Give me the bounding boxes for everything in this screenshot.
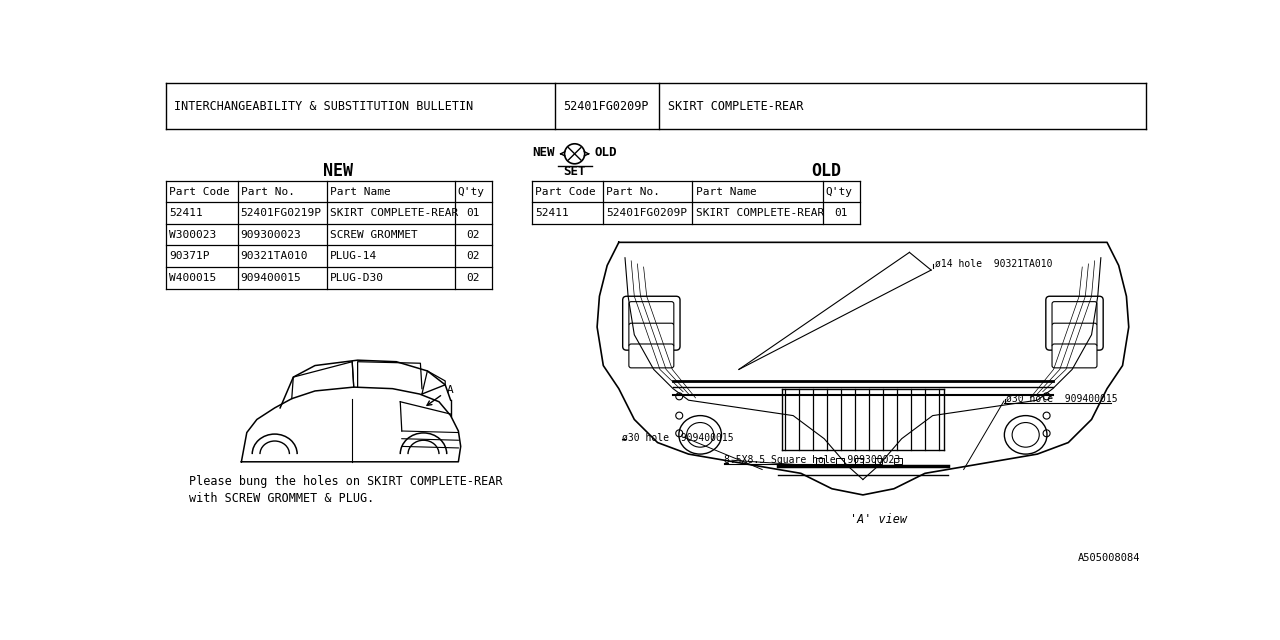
FancyBboxPatch shape	[1052, 344, 1097, 368]
Text: with SCREW GROMMET & PLUG.: with SCREW GROMMET & PLUG.	[189, 492, 375, 505]
Text: 02: 02	[466, 252, 480, 261]
Text: ø30 hole  909400015: ø30 hole 909400015	[1006, 394, 1117, 404]
Text: 52401FG0209P: 52401FG0209P	[607, 208, 687, 218]
Text: Q'ty: Q'ty	[458, 186, 485, 196]
Text: 52401FG0209P: 52401FG0209P	[563, 100, 649, 113]
Text: Part Code: Part Code	[535, 186, 596, 196]
FancyBboxPatch shape	[628, 323, 673, 347]
Text: 90321TA010: 90321TA010	[241, 252, 308, 261]
Text: Part No.: Part No.	[241, 186, 294, 196]
FancyBboxPatch shape	[1052, 301, 1097, 326]
Text: OLD: OLD	[812, 162, 841, 180]
Text: SKIRT COMPLETE-REAR: SKIRT COMPLETE-REAR	[330, 208, 458, 218]
Text: Q'ty: Q'ty	[826, 186, 852, 196]
Text: SET: SET	[563, 165, 586, 178]
Text: NEW: NEW	[324, 162, 353, 180]
Text: SKIRT COMPLETE-REAR: SKIRT COMPLETE-REAR	[668, 100, 803, 113]
Text: 02: 02	[466, 273, 480, 283]
Text: 52401FG0219P: 52401FG0219P	[241, 208, 321, 218]
Text: 909300023: 909300023	[241, 230, 301, 239]
Text: 52411: 52411	[535, 208, 568, 218]
Text: OLD: OLD	[595, 146, 617, 159]
Text: A: A	[447, 385, 453, 395]
Text: 8.5X8.5 Square hole  909300023: 8.5X8.5 Square hole 909300023	[724, 455, 900, 465]
Text: Part Name: Part Name	[695, 186, 756, 196]
Text: 'A' view: 'A' view	[850, 513, 908, 526]
Text: 01: 01	[835, 208, 847, 218]
Text: 90371P: 90371P	[169, 252, 210, 261]
Text: PLUG-14: PLUG-14	[330, 252, 378, 261]
FancyBboxPatch shape	[628, 344, 673, 368]
FancyBboxPatch shape	[1052, 323, 1097, 347]
FancyBboxPatch shape	[1046, 296, 1103, 350]
Text: 01: 01	[466, 208, 480, 218]
Text: W400015: W400015	[169, 273, 216, 283]
Text: 909400015: 909400015	[241, 273, 301, 283]
Text: PLUG-D30: PLUG-D30	[330, 273, 384, 283]
Text: INTERCHANGEABILITY & SUBSTITUTION BULLETIN: INTERCHANGEABILITY & SUBSTITUTION BULLET…	[174, 100, 474, 113]
Bar	[817, 458, 824, 464]
Text: A505008084: A505008084	[1078, 553, 1140, 563]
Text: ø14 hole  90321TA010: ø14 hole 90321TA010	[934, 259, 1052, 269]
Text: SKIRT COMPLETE-REAR: SKIRT COMPLETE-REAR	[695, 208, 824, 218]
Text: 52411: 52411	[169, 208, 204, 218]
FancyBboxPatch shape	[628, 301, 673, 326]
FancyBboxPatch shape	[622, 296, 680, 350]
Bar	[874, 458, 882, 464]
Text: NEW: NEW	[532, 146, 554, 159]
Text: SCREW GROMMET: SCREW GROMMET	[330, 230, 417, 239]
Bar	[836, 458, 844, 464]
Text: Part Name: Part Name	[330, 186, 390, 196]
Text: Please bung the holes on SKIRT COMPLETE-REAR: Please bung the holes on SKIRT COMPLETE-…	[189, 474, 503, 488]
Text: ø30 hole  909400015: ø30 hole 909400015	[622, 432, 733, 442]
Bar	[855, 458, 863, 464]
Bar	[893, 458, 901, 464]
Text: Part No.: Part No.	[607, 186, 660, 196]
Text: Part Code: Part Code	[169, 186, 230, 196]
Text: 02: 02	[466, 230, 480, 239]
Text: W300023: W300023	[169, 230, 216, 239]
